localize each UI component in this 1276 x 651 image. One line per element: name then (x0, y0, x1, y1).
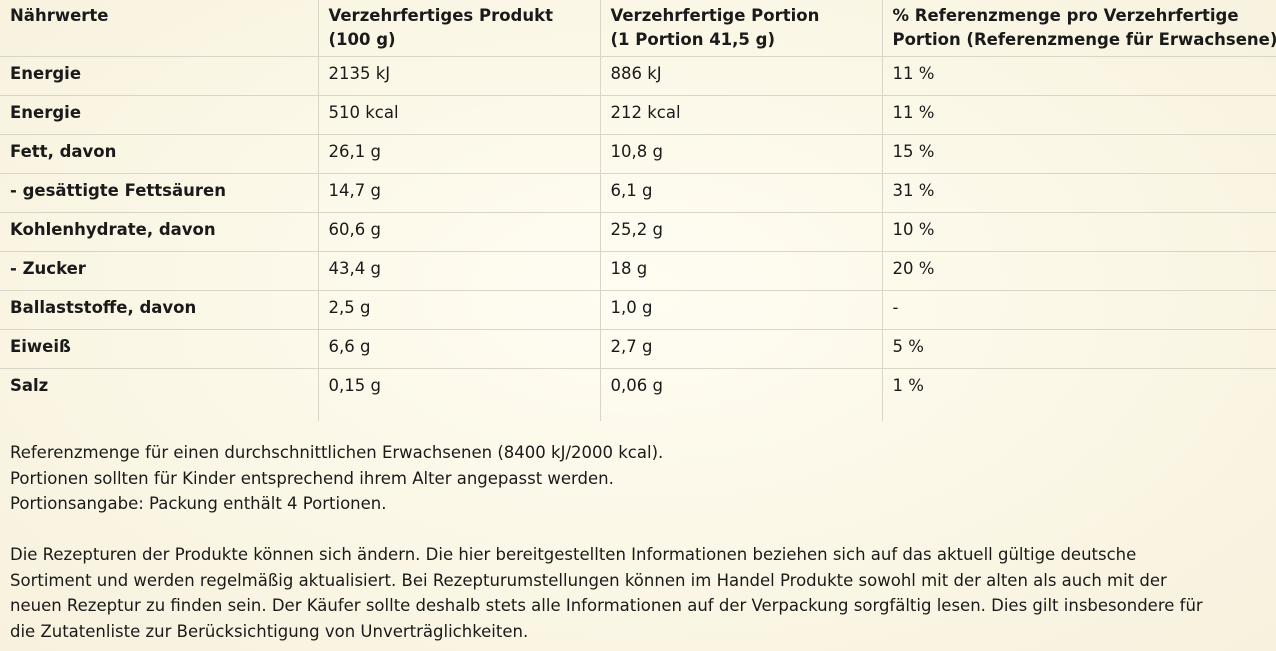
header-line: Portion (Referenzmenge für Erwachsene) (892, 30, 1276, 49)
disclaimer-line: die Zutatenliste zur Berücksichtigung vo… (10, 621, 529, 641)
header-line: Verzehrfertige Portion (610, 6, 820, 25)
value-per-100g: 26,1 g (317, 133, 600, 173)
header-line: (1 Portion 41,5 g) (610, 30, 776, 49)
table-header-row: Nährwerte Verzehrfertiges Produkt (100 g… (0, 0, 1276, 56)
header-naehrwerte: Nährwerte (0, 0, 318, 56)
recipe-disclaimer: Die Rezepturen der Produkte können sich … (10, 542, 1266, 644)
row-label: Eiweiß (0, 328, 318, 368)
row-label: Fett, davon (0, 133, 318, 173)
value-per-100g: 2,5 g (317, 289, 600, 329)
value-reference-intake: 5 % (881, 328, 1276, 368)
row-label: - Zucker (0, 250, 318, 290)
value-reference-intake: 31 % (881, 172, 1276, 212)
value-reference-intake: 10 % (881, 211, 1276, 251)
nutrition-table: Nährwerte Verzehrfertiges Produkt (100 g… (0, 0, 1276, 421)
disclaimer-line: neuen Rezeptur zu finden sein. Der Käufe… (10, 596, 1203, 615)
value-per-100g: 60,6 g (317, 211, 600, 251)
value-reference-intake: 11 % (881, 94, 1276, 134)
row-label: Energie (0, 55, 318, 95)
header-line: Nährwerte (10, 6, 109, 25)
note-line: Referenzmenge für einen durchschnittlich… (10, 443, 664, 462)
table-row: Eiweiß 6,6 g 2,7 g 5 % (0, 328, 1276, 368)
value-per-portion: 886 kJ (599, 55, 882, 95)
table-row: Energie 510 kcal 212 kcal 11 % (0, 94, 1276, 134)
value-per-100g: 14,7 g (317, 172, 600, 212)
value-per-portion: 6,1 g (599, 172, 882, 212)
row-label: Energie (0, 94, 318, 134)
header-reference-intake: % Referenzmenge pro Verzehrfertige Porti… (881, 0, 1276, 56)
table-row: - gesättigte Fettsäuren 14,7 g 6,1 g 31 … (0, 172, 1276, 212)
row-label: - gesättigte Fettsäuren (0, 172, 318, 212)
table-row: - Zucker 43,4 g 18 g 20 % (0, 250, 1276, 290)
value-per-100g: 43,4 g (317, 250, 600, 290)
value-reference-intake: 20 % (881, 250, 1276, 290)
table-row: Fett, davon 26,1 g 10,8 g 15 % (0, 133, 1276, 173)
value-per-portion: 1,0 g (599, 289, 882, 329)
header-line: % Referenzmenge pro Verzehrfertige (892, 6, 1239, 25)
note-line: Portionen sollten für Kinder entsprechen… (10, 468, 614, 488)
disclaimer-line: Die Rezepturen der Produkte können sich … (10, 545, 1137, 564)
value-per-100g: 6,6 g (317, 328, 600, 368)
value-per-100g: 2135 kJ (317, 55, 600, 95)
value-reference-intake: - (881, 289, 1276, 329)
value-per-portion: 18 g (599, 250, 882, 290)
table-row: Ballaststoffe, davon 2,5 g 1,0 g - (0, 289, 1276, 329)
table-row: Kohlenhydrate, davon 60,6 g 25,2 g 10 % (0, 211, 1276, 251)
value-per-100g: 0,15 g (317, 367, 600, 421)
header-line: Verzehrfertiges Produkt (328, 6, 553, 25)
value-per-portion: 25,2 g (599, 211, 882, 251)
value-reference-intake: 11 % (881, 55, 1276, 95)
row-label: Ballaststoffe, davon (0, 289, 318, 329)
table-row: Energie 2135 kJ 886 kJ 11 % (0, 55, 1276, 95)
value-reference-intake: 1 % (881, 367, 1276, 421)
value-reference-intake: 15 % (881, 133, 1276, 173)
header-per-portion: Verzehrfertige Portion (1 Portion 41,5 g… (599, 0, 882, 56)
row-label: Kohlenhydrate, davon (0, 211, 318, 251)
value-per-portion: 2,7 g (599, 328, 882, 368)
table-row: Salz 0,15 g 0,06 g 1 % (0, 367, 1276, 421)
reference-notes: Referenzmenge für einen durchschnittlich… (10, 440, 1266, 517)
header-per-100g: Verzehrfertiges Produkt (100 g) (317, 0, 600, 56)
value-per-portion: 0,06 g (599, 367, 882, 421)
value-per-portion: 212 kcal (599, 94, 882, 134)
row-label: Salz (0, 367, 318, 421)
note-line: Portionsangabe: Packung enthält 4 Portio… (10, 494, 387, 513)
value-per-portion: 10,8 g (599, 133, 882, 173)
value-per-100g: 510 kcal (317, 94, 600, 134)
disclaimer-line: Sortiment und werden regelmäßig aktualis… (10, 570, 1167, 590)
header-line: (100 g) (328, 30, 396, 49)
